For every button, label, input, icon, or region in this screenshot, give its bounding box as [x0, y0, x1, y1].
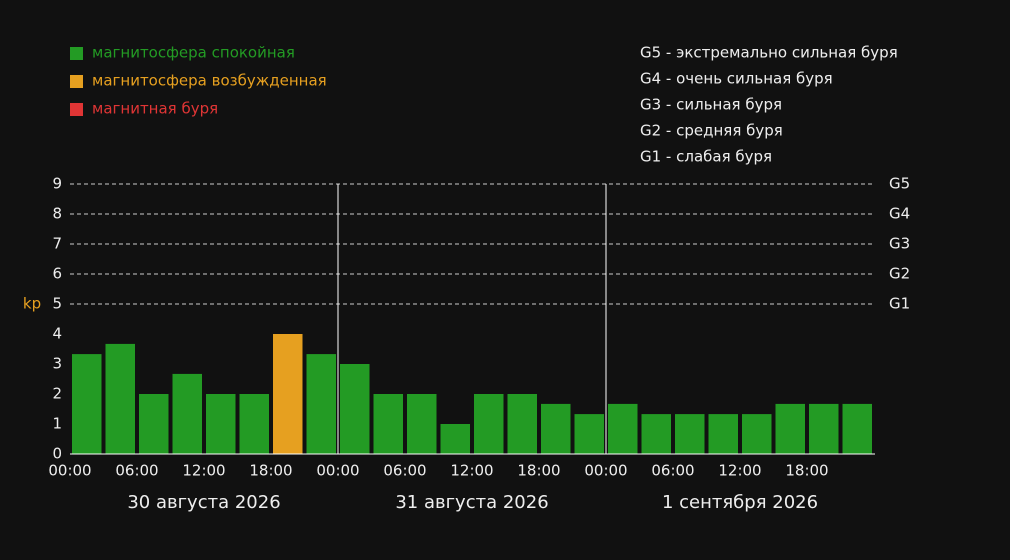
day-label: 31 августа 2026 — [395, 492, 548, 513]
bar — [440, 424, 470, 454]
bar — [641, 414, 671, 454]
y-tick-label: 5 — [52, 295, 62, 313]
bar — [809, 403, 839, 454]
bar — [608, 403, 638, 454]
y2-tick-label: G3 — [889, 235, 910, 253]
bar — [474, 394, 504, 454]
legend-label: магнитосфера возбужденная — [92, 72, 327, 90]
storm-scale-item: G4 - очень сильная буря — [640, 70, 833, 88]
day-label: 30 августа 2026 — [127, 492, 280, 513]
x-tick-label: 12:00 — [450, 462, 493, 480]
bar — [206, 394, 236, 454]
x-tick-label: 06:00 — [115, 462, 158, 480]
bar — [507, 394, 537, 454]
storm-scale-item: G5 - экстремально сильная буря — [640, 44, 898, 62]
bar — [407, 394, 437, 454]
y-tick-label: 1 — [52, 415, 62, 433]
bar — [775, 403, 805, 454]
legend-swatch — [70, 75, 83, 88]
bar — [239, 394, 269, 454]
x-tick-label: 18:00 — [249, 462, 292, 480]
bar — [105, 343, 135, 454]
x-tick-label: 00:00 — [48, 462, 91, 480]
storm-scale-item: G3 - сильная буря — [640, 96, 782, 114]
bar — [675, 414, 705, 454]
bar — [842, 403, 872, 454]
bar — [172, 373, 202, 454]
y-tick-label: 6 — [52, 265, 62, 283]
x-tick-label: 06:00 — [651, 462, 694, 480]
bar — [742, 414, 772, 454]
day-label: 1 сентября 2026 — [662, 492, 818, 513]
x-tick-label: 18:00 — [785, 462, 828, 480]
x-tick-label: 12:00 — [182, 462, 225, 480]
bar — [340, 364, 370, 454]
x-tick-label: 06:00 — [383, 462, 426, 480]
y-tick-label: 4 — [52, 325, 62, 343]
storm-scale-item: G2 - средняя буря — [640, 122, 783, 140]
y-tick-label: 9 — [52, 175, 62, 193]
bar — [306, 354, 336, 454]
y-tick-label: 8 — [52, 205, 62, 223]
bar — [574, 414, 604, 454]
y-tick-label: 0 — [52, 445, 62, 463]
legend-swatch — [70, 47, 83, 60]
legend-label: магнитосфера спокойная — [92, 44, 295, 62]
y2-tick-label: G2 — [889, 265, 910, 283]
x-tick-label: 00:00 — [316, 462, 359, 480]
y-axis-label: kp — [23, 295, 41, 313]
bar — [373, 394, 403, 454]
y2-tick-label: G1 — [889, 295, 910, 313]
y-tick-label: 7 — [52, 235, 62, 253]
y-tick-label: 3 — [52, 355, 62, 373]
x-tick-label: 12:00 — [718, 462, 761, 480]
y-tick-label: 2 — [52, 385, 62, 403]
bar — [541, 403, 571, 454]
x-tick-label: 18:00 — [517, 462, 560, 480]
bar — [708, 414, 738, 454]
y2-tick-label: G4 — [889, 205, 910, 223]
legend-swatch — [70, 103, 83, 116]
y2-tick-label: G5 — [889, 175, 910, 193]
storm-scale-item: G1 - слабая буря — [640, 148, 772, 166]
bar — [139, 394, 169, 454]
bar — [72, 354, 102, 454]
legend-label: магнитная буря — [92, 100, 218, 118]
bar — [273, 334, 303, 454]
x-tick-label: 00:00 — [584, 462, 627, 480]
